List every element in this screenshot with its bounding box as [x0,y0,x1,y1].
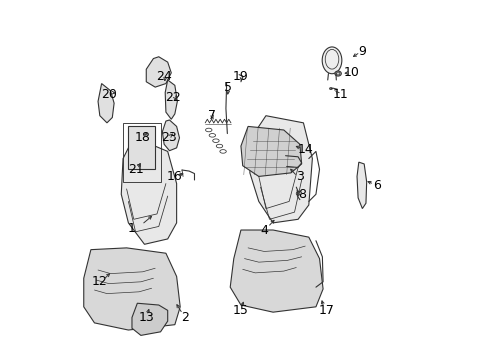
Text: 20: 20 [101,88,117,101]
Text: 3: 3 [295,170,303,183]
Text: 21: 21 [127,163,143,176]
Polygon shape [146,57,171,87]
Text: 24: 24 [156,70,172,83]
Text: 8: 8 [297,188,305,201]
Ellipse shape [334,71,341,76]
Polygon shape [249,116,312,223]
Text: 2: 2 [181,311,189,324]
Text: 22: 22 [165,91,181,104]
Text: 13: 13 [138,311,154,324]
Text: 23: 23 [161,131,177,144]
FancyBboxPatch shape [128,126,155,169]
Polygon shape [121,137,176,244]
Text: 10: 10 [343,66,359,79]
Polygon shape [230,230,323,312]
Text: 18: 18 [135,131,150,144]
Polygon shape [165,80,177,119]
Ellipse shape [322,47,341,74]
Text: 17: 17 [318,304,334,317]
Text: 16: 16 [166,170,183,183]
Text: 9: 9 [358,45,366,58]
Polygon shape [83,248,180,330]
Text: 14: 14 [297,143,312,156]
Text: 12: 12 [92,275,107,288]
Text: 4: 4 [260,224,267,237]
Text: 6: 6 [372,179,380,192]
Polygon shape [356,162,366,208]
Text: 19: 19 [233,70,248,83]
Polygon shape [241,126,301,176]
Polygon shape [162,120,179,151]
Polygon shape [98,84,114,123]
Text: 1: 1 [128,222,136,235]
Text: 11: 11 [332,88,348,101]
Polygon shape [132,303,167,336]
Text: 5: 5 [224,81,232,94]
Text: 7: 7 [208,109,216,122]
Text: 15: 15 [232,304,248,317]
